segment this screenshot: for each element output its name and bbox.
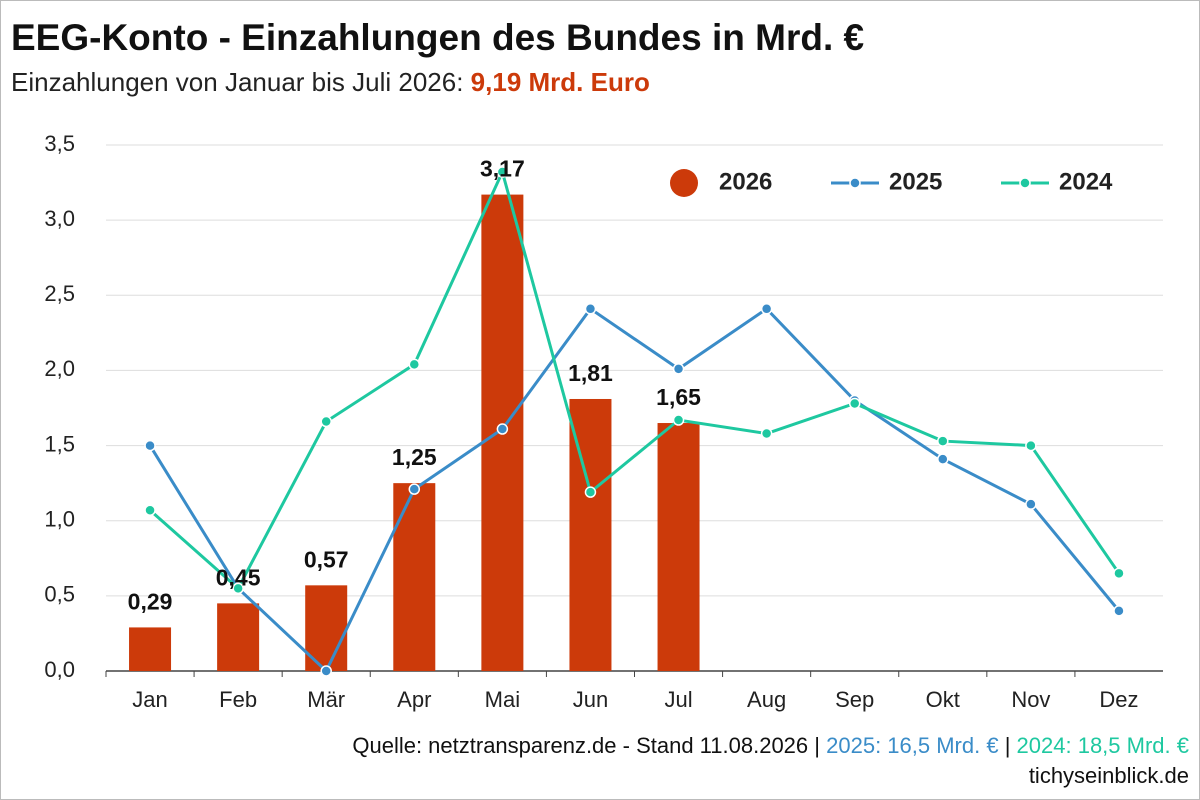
line-marker bbox=[584, 303, 597, 315]
source-text: Quelle: netztransparenz.de - Stand 11.08… bbox=[352, 733, 809, 758]
x-tick-label: Sep bbox=[835, 687, 874, 712]
separator: | bbox=[814, 733, 820, 758]
bar bbox=[129, 627, 172, 671]
legend-marker bbox=[1019, 177, 1031, 189]
value-label: 3,17 bbox=[480, 156, 525, 182]
legend-marker bbox=[849, 177, 861, 189]
subtitle-highlight: 9,19 Mrd. Euro bbox=[470, 67, 650, 97]
line-marker bbox=[408, 483, 421, 495]
line bbox=[148, 306, 1121, 674]
x-tick-label: Nov bbox=[1011, 687, 1050, 712]
value-label: 1,81 bbox=[568, 360, 613, 386]
subtitle-text: Einzahlungen von Januar bis Juli 2026: bbox=[11, 67, 464, 97]
y-tick-label: 2,5 bbox=[44, 281, 75, 306]
legend-marker bbox=[670, 169, 698, 197]
bar bbox=[657, 423, 700, 671]
bar bbox=[393, 483, 436, 671]
value-label: 0,29 bbox=[128, 588, 173, 614]
x-tick-label: Dez bbox=[1099, 687, 1138, 712]
x-tick-label: Aug bbox=[747, 687, 786, 712]
value-label: 1,25 bbox=[392, 444, 437, 470]
line-marker bbox=[496, 423, 509, 435]
y-tick-label: 2,0 bbox=[44, 356, 75, 381]
line-marker bbox=[1025, 498, 1037, 510]
bar bbox=[217, 603, 260, 671]
source: Quelle: netztransparenz.de - Stand 11.08… bbox=[352, 733, 1189, 759]
subtitle: Einzahlungen von Januar bis Juli 2026: 9… bbox=[11, 67, 650, 98]
y-tick-label: 0,5 bbox=[44, 582, 75, 607]
line-marker bbox=[320, 665, 332, 677]
value-label: 0,45 bbox=[216, 564, 261, 590]
line-marker bbox=[1025, 439, 1037, 452]
x-tick-label: Mai bbox=[485, 687, 520, 712]
line-marker bbox=[760, 427, 773, 440]
x-tick-label: Feb bbox=[219, 687, 257, 712]
value-label: 0,57 bbox=[304, 546, 349, 572]
x-tick-label: Jun bbox=[573, 687, 608, 712]
line-marker bbox=[672, 363, 685, 375]
line-marker bbox=[1113, 605, 1125, 617]
line-marker bbox=[672, 414, 685, 426]
line-marker bbox=[320, 415, 332, 428]
line-marker bbox=[144, 504, 156, 516]
x-tick-label: Jul bbox=[664, 687, 692, 712]
total-2025: 2025: 16,5 Mrd. € bbox=[826, 733, 999, 758]
line bbox=[149, 167, 1121, 591]
value-label: 1,65 bbox=[656, 384, 701, 410]
x-tick-label: Jan bbox=[132, 687, 167, 712]
line-marker bbox=[760, 303, 773, 315]
y-tick-label: 1,5 bbox=[44, 431, 75, 456]
line-marker bbox=[937, 453, 949, 465]
legend-label: 2024 bbox=[1059, 168, 1113, 195]
chart-title: EEG-Konto - Einzahlungen des Bundes in M… bbox=[11, 17, 865, 58]
legend-label: 2026 bbox=[719, 168, 772, 195]
y-tick-label: 3,5 bbox=[44, 131, 75, 156]
y-tick-label: 0,0 bbox=[44, 657, 75, 682]
x-tick-label: Okt bbox=[926, 687, 960, 712]
separator: | bbox=[1004, 733, 1011, 758]
site: tichyseinblick.de bbox=[1028, 763, 1189, 788]
line-marker bbox=[144, 439, 156, 452]
line-marker bbox=[408, 358, 421, 371]
y-tick-label: 1,0 bbox=[44, 507, 75, 532]
line-marker bbox=[232, 582, 244, 595]
line-marker bbox=[848, 397, 861, 410]
y-tick-label: 3,0 bbox=[44, 206, 75, 231]
x-tick-label: Mär bbox=[307, 687, 345, 712]
total-2024: 2024: 18,5 Mrd. € bbox=[1016, 733, 1189, 758]
legend-label: 2025 bbox=[889, 168, 942, 195]
x-tick-label: Apr bbox=[397, 687, 431, 712]
line-marker bbox=[496, 166, 509, 178]
line-marker bbox=[937, 435, 949, 447]
line-marker bbox=[584, 486, 597, 498]
line-marker bbox=[1113, 567, 1125, 580]
